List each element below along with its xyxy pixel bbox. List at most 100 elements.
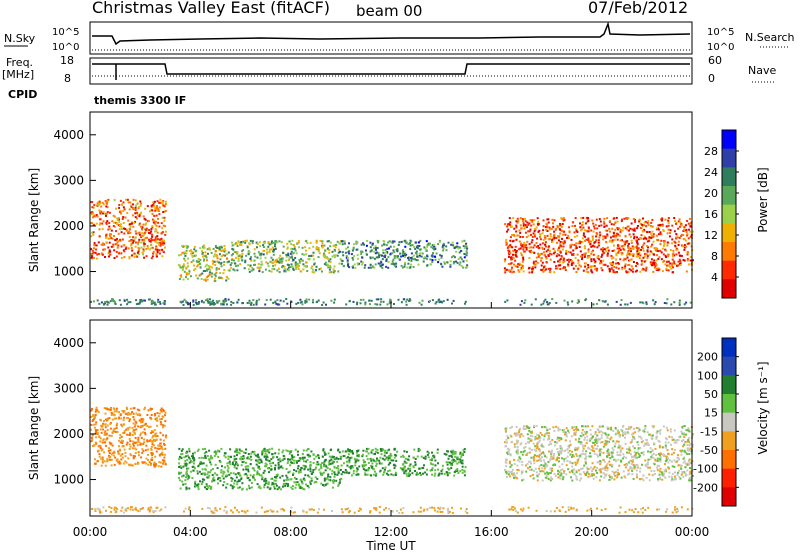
velocity-echo-cell bbox=[282, 454, 285, 457]
power-echo-cell bbox=[126, 298, 129, 301]
power-echo-cell bbox=[507, 269, 510, 272]
power-echo-cell bbox=[662, 253, 665, 256]
power-echo-cell bbox=[659, 231, 662, 234]
velocity-echo-cell bbox=[232, 472, 235, 475]
power-echo-cell bbox=[451, 302, 453, 305]
power-echo-cell bbox=[202, 247, 205, 250]
velocity-echo-cell bbox=[230, 509, 233, 512]
power-echo-cell bbox=[545, 223, 548, 226]
power-echo-cell bbox=[295, 302, 298, 305]
power-echo-cell bbox=[317, 248, 320, 251]
power-echo-cell bbox=[562, 217, 565, 220]
power-echo-cell bbox=[679, 264, 682, 266]
power-echo-cell bbox=[123, 250, 126, 253]
power-echo-cell bbox=[678, 236, 681, 239]
power-echo-cell bbox=[294, 266, 297, 268]
velocity-echo-cell bbox=[248, 479, 251, 482]
velocity-echo-cell bbox=[191, 455, 194, 458]
power-echo-cell bbox=[105, 233, 108, 236]
power-echo-cell bbox=[584, 239, 586, 242]
power-echo-cell bbox=[624, 258, 627, 261]
power-echo-cell bbox=[197, 264, 200, 266]
power-echo-cell bbox=[509, 226, 512, 228]
power-echo-cell bbox=[561, 237, 563, 240]
power-echo-cell bbox=[643, 235, 646, 238]
velocity-echo-cell bbox=[205, 483, 208, 486]
power-echo-cell bbox=[523, 241, 526, 244]
velocity-echo-cell bbox=[301, 456, 304, 459]
velocity-echo-cell bbox=[280, 488, 282, 491]
power-echo-cell bbox=[520, 268, 523, 271]
velocity-echo-cell bbox=[155, 450, 158, 453]
velocity-echo-cell bbox=[365, 450, 368, 453]
velocity-echo-cell bbox=[459, 453, 462, 456]
power-echo-cell bbox=[600, 248, 603, 251]
velocity-echo-cell bbox=[362, 459, 365, 462]
velocity-echo-cell bbox=[112, 429, 115, 432]
velocity-echo-cell bbox=[105, 432, 108, 435]
velocity-echo-cell bbox=[381, 457, 384, 460]
power-echo-cell bbox=[418, 301, 421, 304]
velocity-echo-cell bbox=[417, 473, 420, 476]
power-echo-cell bbox=[547, 218, 550, 221]
power-echo-cell bbox=[91, 255, 93, 258]
power-echo-cell bbox=[154, 228, 157, 230]
power-echo-cell bbox=[181, 300, 184, 303]
power-echo-cell bbox=[547, 249, 550, 251]
power-echo-cell bbox=[295, 252, 298, 255]
velocity-echo-cell bbox=[196, 449, 199, 452]
power-echo-cell bbox=[107, 246, 110, 249]
power-echo-cell bbox=[533, 228, 536, 230]
velocity-echo-cell bbox=[376, 448, 379, 451]
power-echo-cell bbox=[623, 217, 626, 220]
power-echo-cell bbox=[585, 238, 588, 241]
velocity-echo-cell bbox=[309, 470, 312, 473]
power-echo-cell bbox=[224, 298, 227, 300]
power-echo-cell bbox=[587, 248, 590, 251]
power-echo-cell bbox=[549, 267, 552, 270]
power-echo-cell bbox=[650, 245, 653, 248]
power-echo-cell bbox=[152, 250, 155, 253]
power-echo-cell bbox=[187, 245, 189, 248]
velocity-echo-cell bbox=[119, 413, 122, 416]
velocity-echo-cell bbox=[119, 454, 122, 457]
power-echo-cell bbox=[542, 270, 545, 273]
velocity-echo-cell bbox=[124, 460, 127, 463]
power-echo-cell bbox=[191, 250, 194, 253]
power-echo-cell bbox=[290, 263, 293, 266]
velocity-echo-cell bbox=[234, 473, 237, 476]
velocity-echo-cell bbox=[420, 474, 422, 476]
velocity-echo-cell bbox=[343, 471, 346, 474]
power-echo-cell bbox=[91, 249, 94, 252]
velocity-echo-cell bbox=[213, 472, 216, 475]
velocity-echo-cell bbox=[450, 454, 453, 457]
power-echo-cell bbox=[685, 245, 688, 248]
power-echo-cell bbox=[411, 256, 414, 259]
power-echo-cell bbox=[515, 255, 518, 258]
power-echo-cell bbox=[665, 256, 668, 259]
velocity-echo-cell bbox=[151, 443, 154, 446]
power-echo-cell bbox=[687, 237, 690, 240]
nave-tick-bottom: 0 bbox=[708, 72, 715, 85]
velocity-echo-cell bbox=[114, 456, 117, 459]
power-echo-cell bbox=[193, 254, 196, 257]
velocity-echo-cell bbox=[229, 472, 232, 475]
velocity-echo-cell bbox=[265, 463, 268, 466]
velocity-echo-cell bbox=[316, 461, 319, 463]
power-echo-cell bbox=[409, 239, 412, 242]
power-echo-cell bbox=[104, 212, 107, 215]
power-echo-cell bbox=[634, 220, 637, 223]
power-echo-cell bbox=[293, 246, 296, 249]
power-echo-cell bbox=[312, 301, 314, 304]
velocity-echo-cell bbox=[406, 458, 409, 461]
power-echo-cell bbox=[627, 246, 630, 249]
velocity-echo-cell bbox=[224, 506, 227, 509]
velocity-echo-cell bbox=[234, 462, 237, 465]
velocity-echo-cell bbox=[247, 477, 250, 479]
power-echo-cell bbox=[533, 233, 536, 236]
power-echo-cell bbox=[516, 217, 519, 220]
velocity-echo-cell bbox=[160, 453, 163, 455]
velocity-echo-cell bbox=[184, 507, 187, 510]
power-echo-cell bbox=[198, 263, 201, 265]
power-echo-cell bbox=[286, 247, 289, 250]
